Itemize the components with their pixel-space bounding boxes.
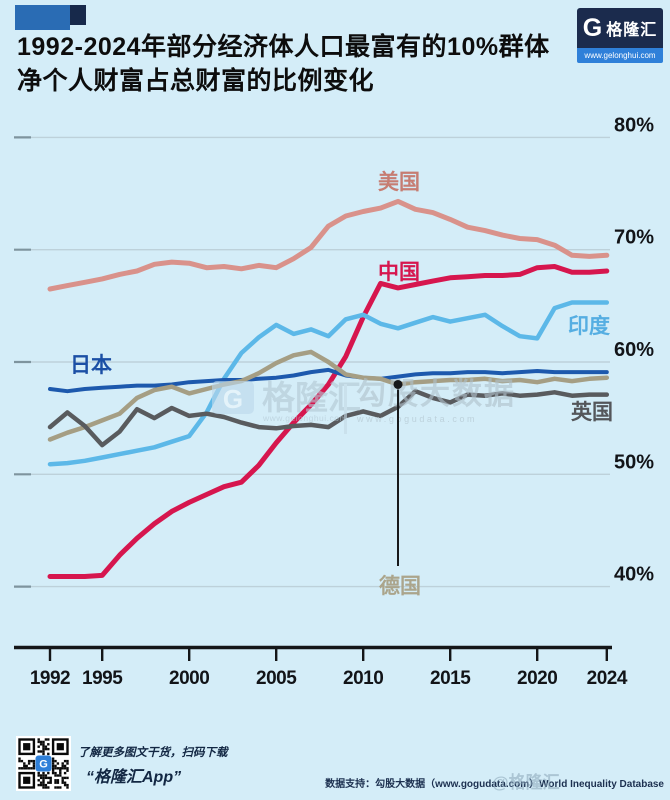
watermark-divider <box>344 384 347 434</box>
series-label-germany: 德国 <box>379 574 421 598</box>
footer-watermark: @格隆汇 <box>492 773 560 792</box>
gelonghui-logo-url: www.gelonghui.com <box>577 48 663 63</box>
watermark-logo-box <box>212 381 254 414</box>
gelonghui-logo-box: G 格隆汇 <box>577 8 663 48</box>
qr-code: G <box>16 736 71 791</box>
y-tick-label-80: 80% <box>614 114 654 136</box>
qr-caption: 了解更多图文干货，扫码下载 <box>78 747 228 759</box>
watermark-g-icon: G <box>223 384 243 414</box>
y-tick-label-40: 40% <box>614 564 654 586</box>
x-tick-label-2000: 2000 <box>169 668 209 689</box>
x-tick-label-2005: 2005 <box>256 668 297 689</box>
gelonghui-g-icon: G <box>582 13 603 42</box>
x-tick-label-1992: 1992 <box>30 668 70 689</box>
x-tick-label-2024: 2024 <box>587 668 628 689</box>
gelonghui-logo-name: 格隆汇 <box>606 22 658 39</box>
data-source-text: 数据支持：勾股大数据（www.gogudata.com）World Inequa… <box>325 779 664 790</box>
watermark-gogudata-url: www.gogudata.com <box>356 414 477 424</box>
series-line-uk <box>47 388 610 448</box>
app-name-caption: “格隆汇App” <box>86 769 182 786</box>
series-label-usa: 美国 <box>378 170 420 194</box>
series-label-japan: 日本 <box>70 354 112 377</box>
series-line-germany <box>47 349 610 442</box>
gelonghui-logo: G 格隆汇 www.gelonghui.com <box>577 8 663 63</box>
y-tick-label-70: 70% <box>614 227 654 249</box>
deco-square-blue <box>15 5 70 30</box>
x-tick-label-1995: 1995 <box>82 668 123 689</box>
series-label-uk: 英国 <box>571 401 613 424</box>
series-label-india: 印度 <box>568 314 610 338</box>
deco-square-navy <box>70 5 86 25</box>
qr-center-g-icon: G <box>39 759 48 771</box>
page-title-line2: 净个人财富占总财富的比例变化 <box>17 67 375 95</box>
series-line-usa <box>47 198 610 292</box>
page-title: 1992-2024年部分经济体人口最富有的10%群体 净个人财富占总财富的比例变… <box>17 30 550 98</box>
center-watermark: G 格隆汇www.gelonghui.com勾股大数据www.gogudata.c… <box>212 378 516 434</box>
y-tick-label-60: 60% <box>614 339 654 361</box>
x-tick-label-2010: 2010 <box>343 668 383 689</box>
series-line-china <box>47 264 610 579</box>
x-tick-label-2020: 2020 <box>517 668 557 689</box>
watermark-gelonghui-url: www.gelonghui.com <box>262 413 347 423</box>
series-line-india <box>47 300 610 467</box>
y-tick-label-50: 50% <box>614 451 654 473</box>
series-line-japan <box>48 367 609 394</box>
germany-annotation-dot <box>393 379 403 389</box>
watermark-gogudata-text: 勾股大数据 <box>356 378 516 411</box>
page-title-line1: 1992-2024年部分经济体人口最富有的10%群体 <box>17 33 550 61</box>
qr-center-logo <box>35 755 52 772</box>
x-tick-label-2015: 2015 <box>430 668 471 689</box>
series-label-china: 中国 <box>378 261 420 284</box>
